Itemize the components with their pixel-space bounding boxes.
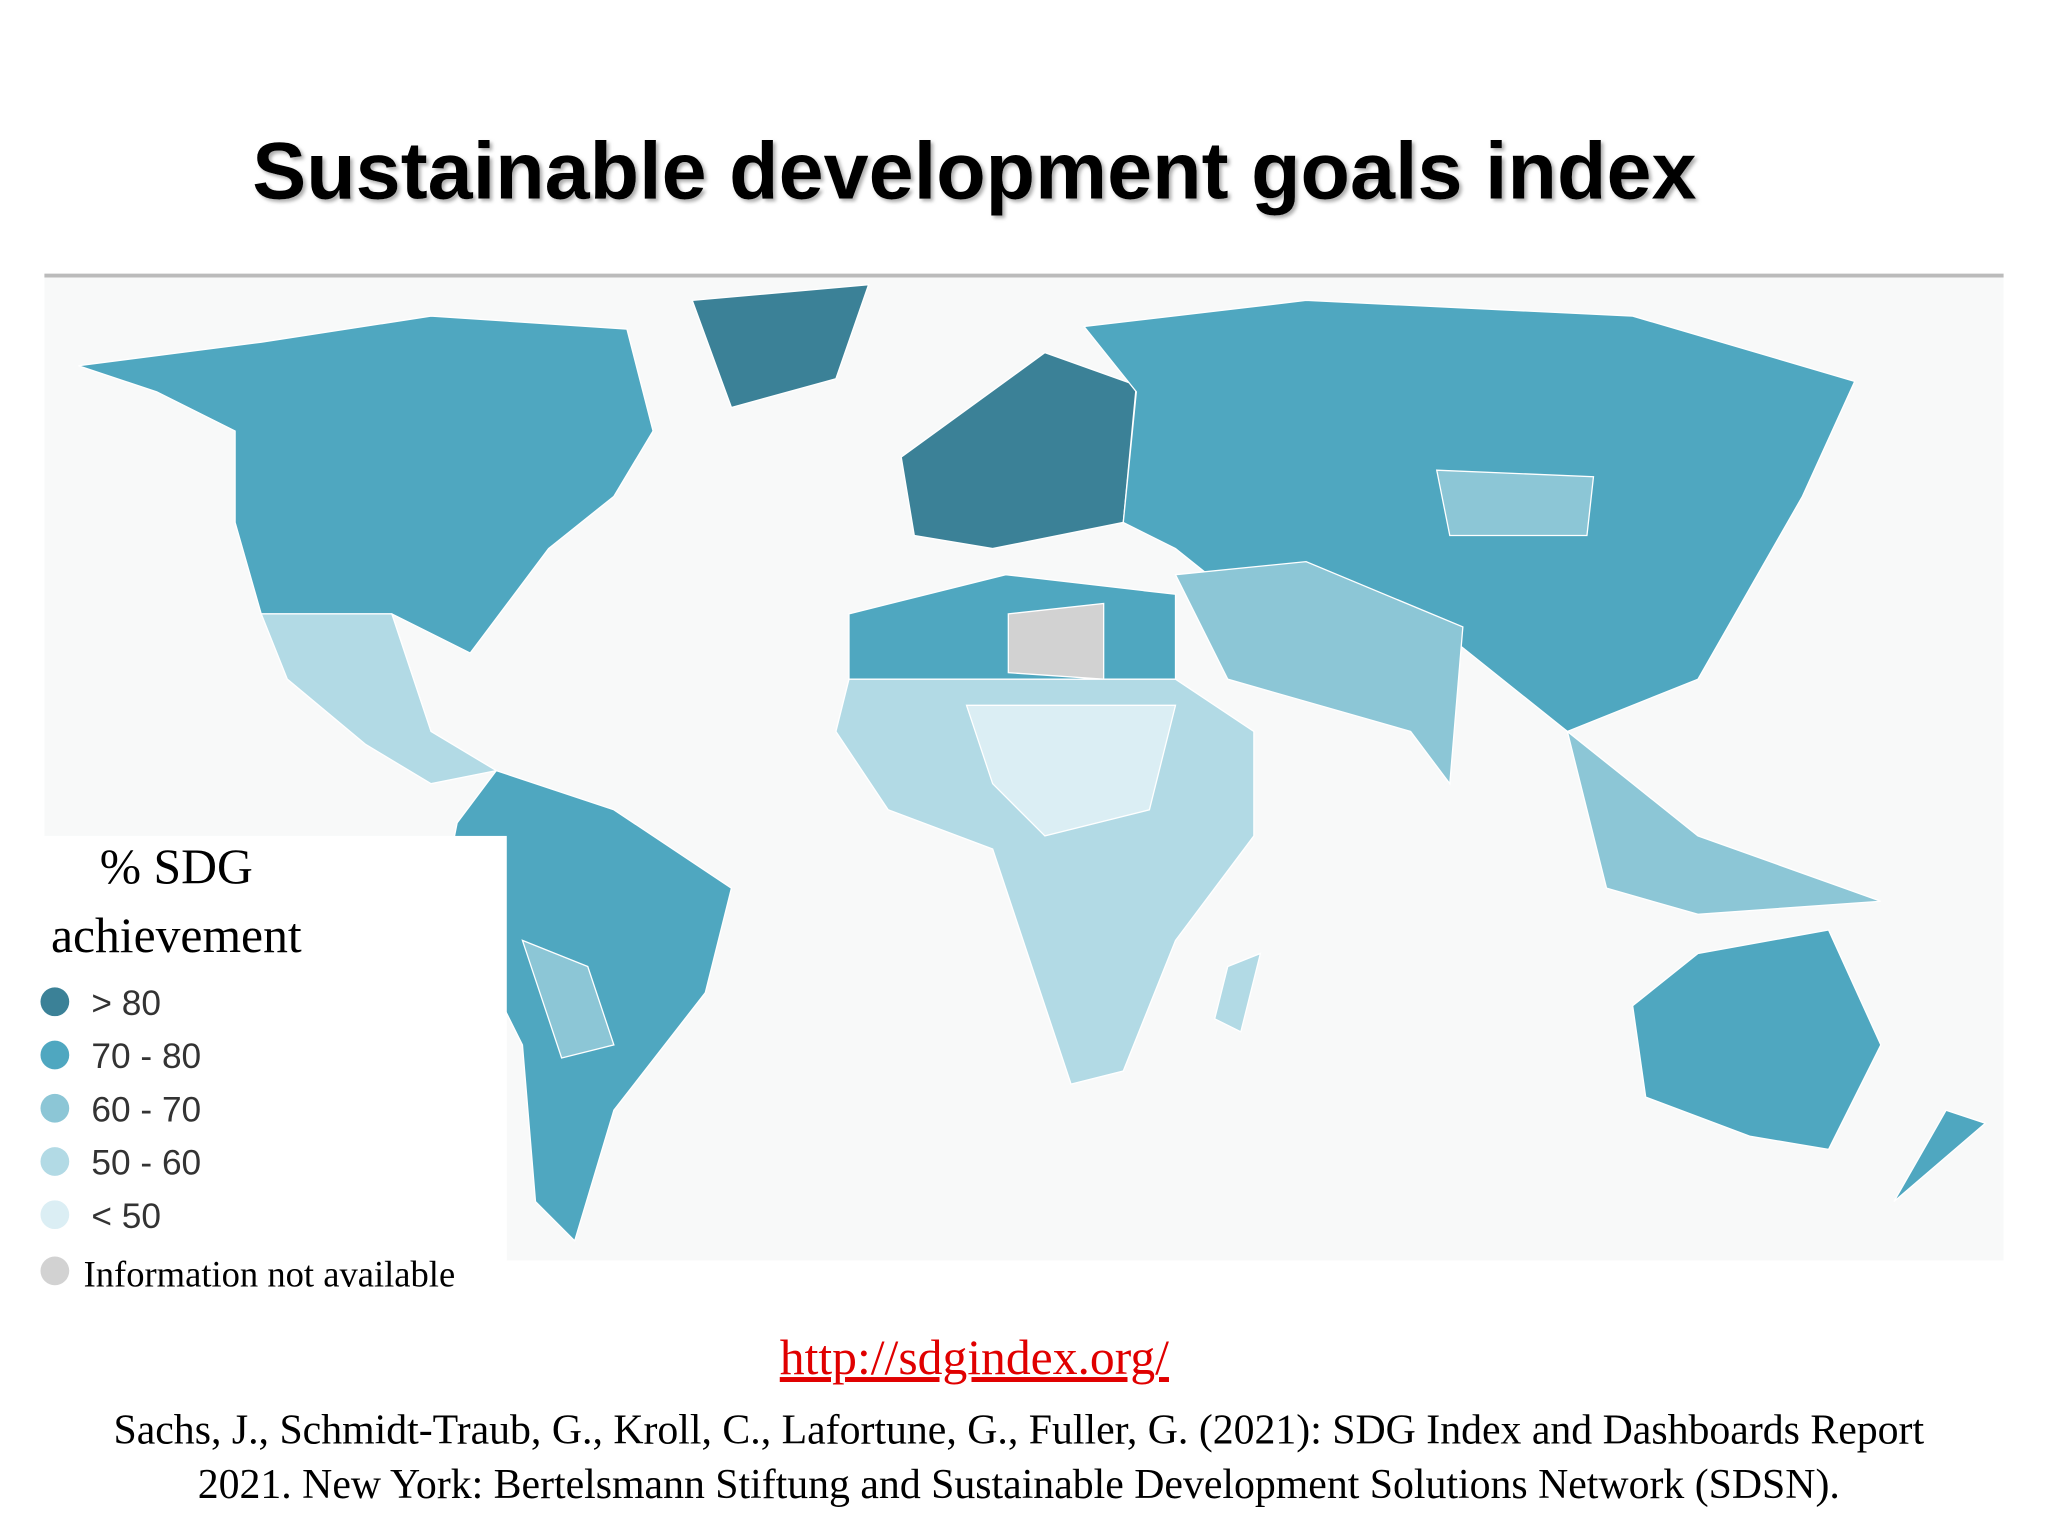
legend-swatch <box>40 987 70 1017</box>
mongolia <box>1435 469 1595 537</box>
north-america <box>78 315 654 654</box>
legend-label: < 50 <box>91 1197 161 1236</box>
legend-swatch <box>40 1093 70 1123</box>
new-zealand <box>1893 1109 1987 1203</box>
legend-label: > 80 <box>91 984 161 1023</box>
citation: 2021. New York: Bertelsmann Stiftung and… <box>198 1462 1840 1508</box>
source-link[interactable]: http://sdgindex.org/ <box>780 1330 1169 1385</box>
sahel <box>965 704 1177 837</box>
slide-title: Sustainable development goals index <box>252 127 1696 217</box>
middle-east-india <box>1174 560 1464 786</box>
legend-swatch <box>40 1256 70 1286</box>
legend-label: 60 - 70 <box>91 1090 201 1129</box>
legend-title: % SDG <box>100 839 253 894</box>
legend-label: 50 - 60 <box>91 1144 201 1183</box>
australia <box>1631 929 1882 1151</box>
central-america <box>260 613 499 785</box>
madagascar <box>1213 952 1262 1033</box>
legend-swatch <box>40 1200 70 1230</box>
bolivia <box>521 939 615 1059</box>
legend-swatch <box>40 1147 70 1176</box>
legend-swatch <box>40 1040 70 1070</box>
libya <box>1007 602 1105 680</box>
legend-title: achievement <box>51 908 302 963</box>
south-east-asia <box>1566 729 1882 915</box>
citation: Sachs, J., Schmidt-Traub, G., Kroll, C.,… <box>113 1407 1924 1453</box>
greenland <box>691 283 870 409</box>
legend-label: Information not available <box>84 1254 456 1295</box>
legend-background <box>0 835 507 1307</box>
legend: % SDG achievement > 80 70 - 80 60 - 70 50 -… <box>40 839 455 1295</box>
legend-label: 70 - 80 <box>91 1037 201 1076</box>
map <box>44 273 2004 1261</box>
